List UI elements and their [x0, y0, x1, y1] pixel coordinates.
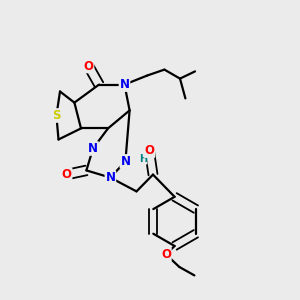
Text: N: N: [120, 155, 130, 168]
Text: N: N: [105, 171, 116, 184]
Text: O: O: [144, 144, 154, 157]
Text: O: O: [161, 248, 171, 261]
Text: N: N: [119, 78, 130, 91]
Text: H: H: [139, 154, 147, 164]
Text: S: S: [52, 109, 61, 122]
Text: O: O: [61, 168, 72, 181]
Text: O: O: [83, 59, 94, 73]
Text: N: N: [88, 142, 98, 155]
